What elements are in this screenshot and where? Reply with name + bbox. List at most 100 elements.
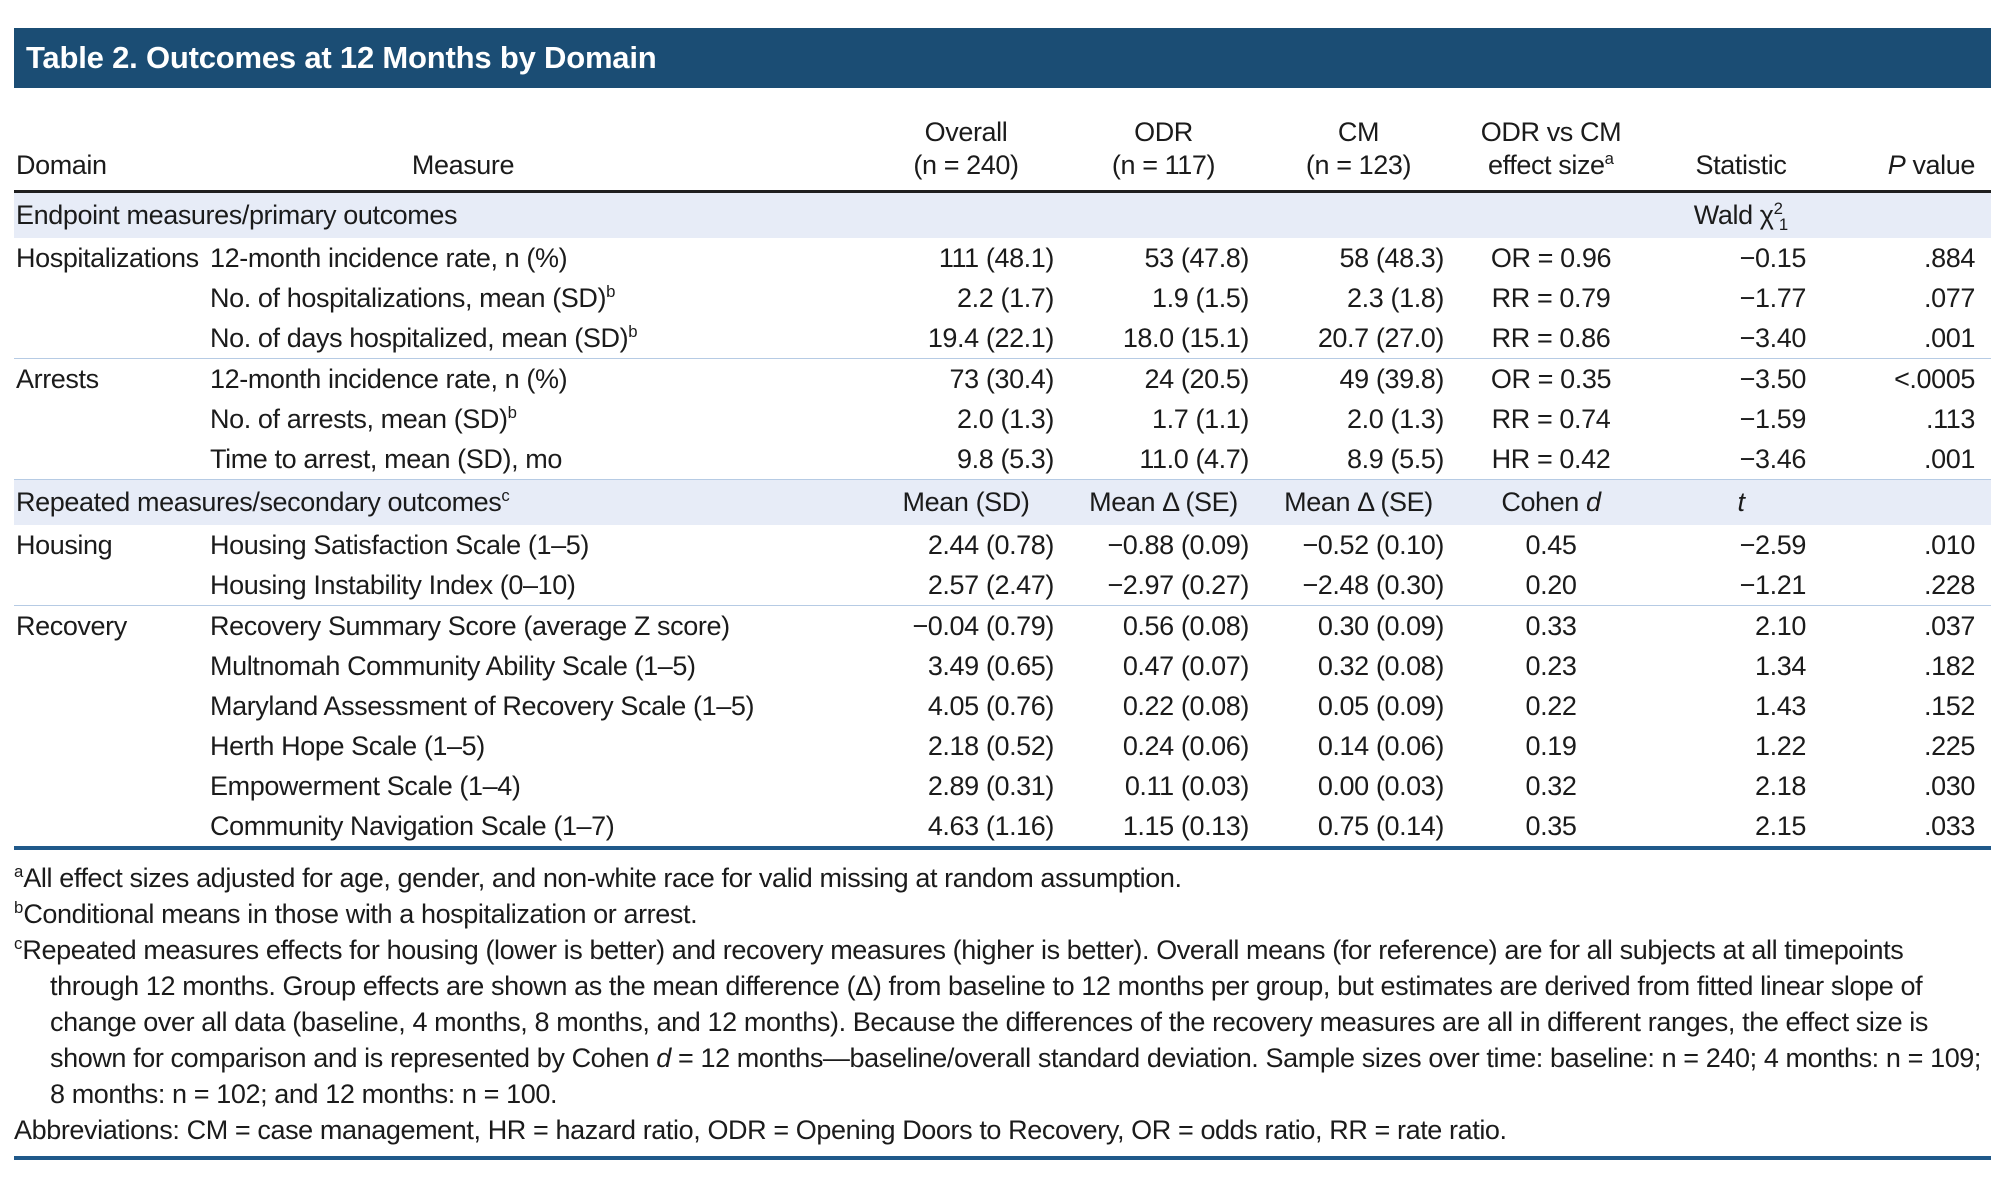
measure-cell: Housing Instability Index (0–10) bbox=[210, 569, 576, 600]
table-bottom-rule bbox=[14, 846, 1991, 850]
p-value-cell: .225 bbox=[1924, 730, 1975, 761]
overall-cell: 111 (48.1) bbox=[938, 242, 1054, 273]
p-value-cell: .010 bbox=[1924, 529, 1975, 560]
statistic-cell: 1.43 bbox=[1755, 690, 1806, 721]
empty-cell bbox=[866, 191, 1066, 238]
statistic-cell: −0.15 bbox=[1739, 242, 1807, 273]
table-row: Multnomah Community Ability Scale (1–5) … bbox=[14, 646, 1991, 686]
effect-size-cell: RR = 0.86 bbox=[1491, 322, 1611, 353]
odr-cell: −2.97 (0.27) bbox=[1107, 569, 1249, 600]
table-row: No. of arrests, mean (SD)b 2.0 (1.3) 1.7… bbox=[14, 399, 1991, 439]
col-header-measure: Measure bbox=[210, 90, 866, 193]
cm-cell: 2.0 (1.3) bbox=[1347, 403, 1444, 434]
col-header-cm: CM (n = 123) bbox=[1261, 90, 1456, 193]
table-row: Herth Hope Scale (1–5) 2.18 (0.52) 0.24 … bbox=[14, 726, 1991, 766]
table-row: Arrests 12-month incidence rate, n (%) 7… bbox=[14, 358, 1991, 399]
p-value-cell: .030 bbox=[1924, 770, 1975, 801]
section-row-repeated-measures: Repeated measures/secondary outcomesc Me… bbox=[14, 479, 1991, 525]
effect-size-cell: 0.33 bbox=[1456, 605, 1646, 646]
p-value-cell: <.0005 bbox=[1836, 358, 1991, 399]
page-bottom-rule bbox=[14, 1156, 1991, 1160]
measure-cell: Herth Hope Scale (1–5) bbox=[210, 730, 485, 761]
effect-size-cell: RR = 0.74 bbox=[1491, 403, 1611, 434]
domain-cell bbox=[14, 565, 210, 606]
domain-cell: Housing bbox=[16, 529, 113, 560]
overall-cell: 4.05 (0.76) bbox=[927, 690, 1055, 721]
footnote-marker-a: a bbox=[1604, 149, 1614, 168]
domain-cell bbox=[14, 646, 210, 686]
p-value-cell: .113 bbox=[1926, 403, 1975, 434]
statistic-cell: −1.59 bbox=[1739, 403, 1807, 434]
footnote-c: cRepeated measures effects for housing (… bbox=[14, 934, 1982, 1109]
col-header-overall: Overall (n = 240) bbox=[866, 90, 1066, 193]
effect-subheader: Cohen d bbox=[1456, 479, 1646, 525]
domain-cell: Arrests bbox=[14, 358, 210, 399]
overall-cell: 2.44 (0.78) bbox=[927, 529, 1055, 560]
domain-cell bbox=[14, 806, 210, 846]
effect-size-cell: 0.32 bbox=[1525, 770, 1577, 801]
effect-size-cell: HR = 0.42 bbox=[1491, 443, 1611, 474]
p-value-cell: .037 bbox=[1836, 605, 1991, 646]
statistic-cell: 2.15 bbox=[1755, 810, 1806, 841]
statistic-cell: −1.77 bbox=[1739, 282, 1807, 313]
footnotes: aAll effect sizes adjusted for age, gend… bbox=[14, 860, 1991, 1148]
measure-cell: Community Navigation Scale (1–7) bbox=[210, 810, 615, 841]
cm-cell: 20.7 (27.0) bbox=[1317, 322, 1445, 353]
overall-cell: 2.2 (1.7) bbox=[957, 282, 1054, 313]
odr-cell: 24 (20.5) bbox=[1066, 358, 1261, 399]
effect-size-cell: 0.19 bbox=[1525, 730, 1577, 761]
statistic-cell: 2.10 bbox=[1646, 605, 1836, 646]
measure-cell: Time to arrest, mean (SD), mo bbox=[210, 443, 562, 474]
cm-cell: 0.32 (0.08) bbox=[1317, 650, 1445, 681]
odr-cell: 0.22 (0.08) bbox=[1122, 690, 1250, 721]
domain-cell bbox=[14, 278, 210, 318]
domain-cell bbox=[14, 686, 210, 726]
measure-cell: No. of arrests, mean (SD)b bbox=[210, 402, 517, 434]
odr-cell: 0.24 (0.06) bbox=[1122, 730, 1250, 761]
p-value-cell: .884 bbox=[1924, 242, 1975, 273]
cm-cell: 0.05 (0.09) bbox=[1317, 690, 1445, 721]
effect-size-cell: OR = 0.35 bbox=[1456, 358, 1646, 399]
effect-size-cell: RR = 0.79 bbox=[1491, 282, 1611, 313]
table-row: Recovery Recovery Summary Score (average… bbox=[14, 605, 1991, 646]
domain-cell: Hospitalizations bbox=[16, 242, 199, 273]
odr-cell: 1.9 (1.5) bbox=[1152, 282, 1249, 313]
odr-cell: 0.56 (0.08) bbox=[1066, 605, 1261, 646]
overall-cell: 3.49 (0.65) bbox=[927, 650, 1055, 681]
table-row: Hospitalizations 12-month incidence rate… bbox=[14, 238, 1991, 278]
statistic-cell: 1.34 bbox=[1755, 650, 1806, 681]
cm-subheader: Mean Δ (SE) bbox=[1261, 479, 1456, 525]
outcomes-table: Domain Measure Overall (n = 240) ODR (n = … bbox=[14, 90, 1991, 846]
cm-cell: 58 (48.3) bbox=[1339, 242, 1445, 273]
effect-size-cell: 0.45 bbox=[1525, 529, 1577, 560]
domain-cell bbox=[14, 726, 210, 766]
odr-cell: 11.0 (4.7) bbox=[1139, 443, 1249, 474]
overall-cell: 73 (30.4) bbox=[866, 358, 1066, 399]
p-value-cell: .001 bbox=[1924, 322, 1975, 353]
measure-cell: No. of hospitalizations, mean (SD)b bbox=[210, 281, 616, 313]
odr-cell: −0.88 (0.09) bbox=[1107, 529, 1249, 560]
statistic-cell: −2.59 bbox=[1739, 529, 1807, 560]
domain-cell bbox=[14, 439, 210, 480]
measure-cell: Multnomah Community Ability Scale (1–5) bbox=[210, 650, 696, 681]
table-row: Housing Instability Index (0–10) 2.57 (2… bbox=[14, 565, 1991, 606]
odr-cell: 0.11 (0.03) bbox=[1124, 770, 1250, 801]
overall-cell: 2.18 (0.52) bbox=[927, 730, 1055, 761]
table-row: Time to arrest, mean (SD), mo 9.8 (5.3) … bbox=[14, 439, 1991, 480]
effect-size-cell: 0.20 bbox=[1525, 569, 1577, 600]
statistic-type-label: Wald χ21 bbox=[1646, 191, 1836, 238]
table-row: Community Navigation Scale (1–7) 4.63 (1… bbox=[14, 806, 1991, 846]
section-row-endpoint-measures: Endpoint measures/primary outcomes Wald … bbox=[14, 191, 1991, 238]
odr-cell: 1.7 (1.1) bbox=[1152, 403, 1249, 434]
domain-header-label: Domain bbox=[16, 150, 107, 180]
cm-cell: 2.3 (1.8) bbox=[1347, 282, 1444, 313]
measure-header-label: Measure bbox=[411, 150, 515, 180]
domain-cell bbox=[14, 318, 210, 359]
statistic-cell: −3.40 bbox=[1739, 322, 1807, 353]
col-header-effect-size: ODR vs CM effect sizea bbox=[1456, 90, 1646, 193]
overall-subheader: Mean (SD) bbox=[866, 479, 1066, 525]
col-header-odr: ODR (n = 117) bbox=[1066, 90, 1261, 193]
abbreviations-line: Abbreviations: CM = case management, HR … bbox=[14, 1115, 1507, 1145]
p-value-cell: .001 bbox=[1924, 443, 1975, 474]
effect-size-cell: OR = 0.96 bbox=[1490, 242, 1612, 273]
